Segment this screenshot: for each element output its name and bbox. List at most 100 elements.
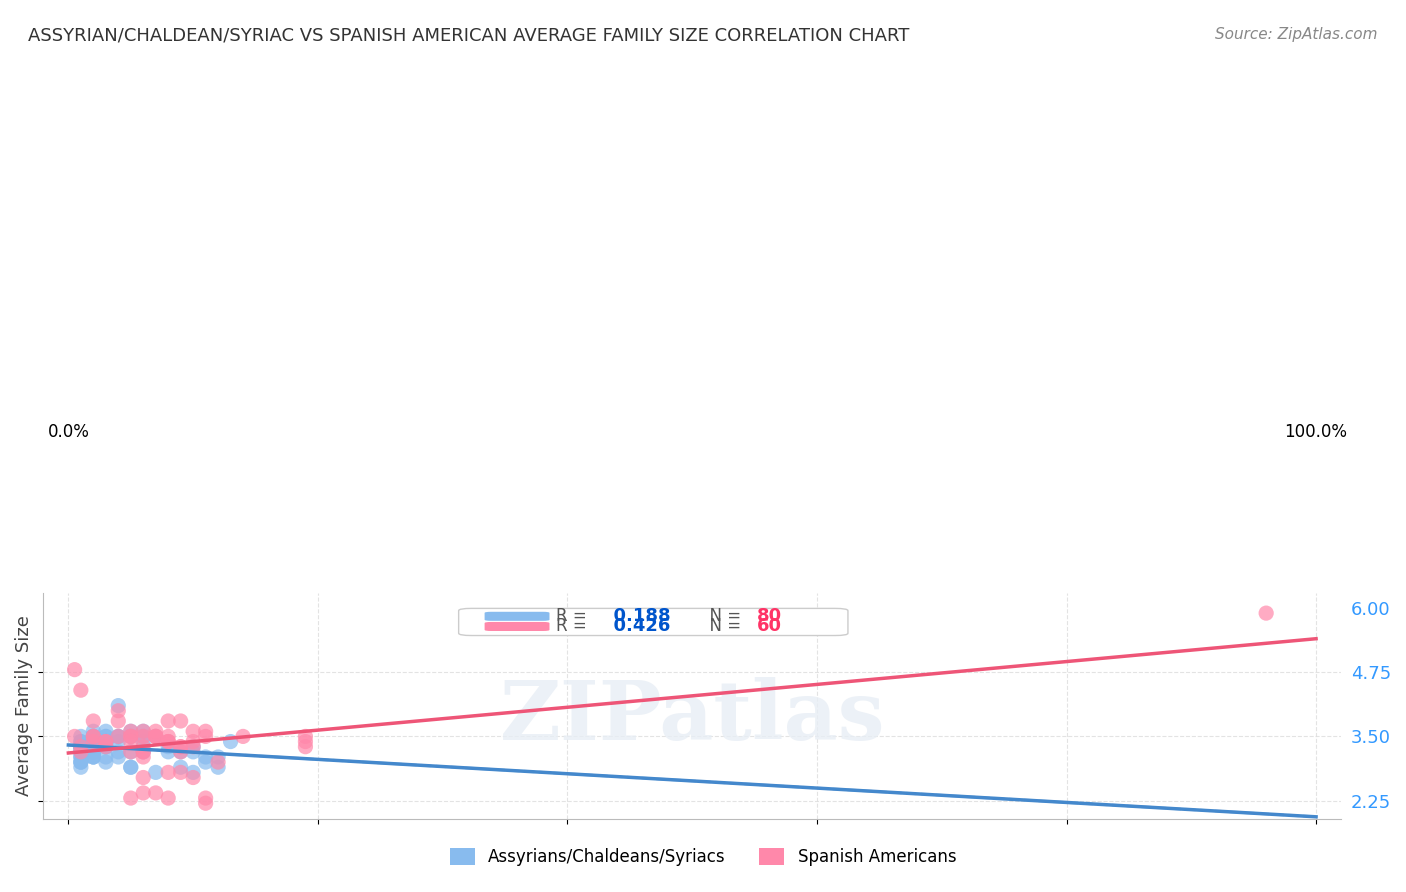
Point xyxy=(181,724,204,739)
Point xyxy=(194,791,217,805)
Point xyxy=(194,755,217,769)
Point xyxy=(157,714,180,728)
Point xyxy=(70,755,93,769)
Point xyxy=(70,750,93,764)
Point xyxy=(94,755,117,769)
Point xyxy=(120,730,142,744)
Point xyxy=(132,771,155,785)
Point xyxy=(181,771,204,785)
Legend: Assyrians/Chaldeans/Syriacs, Spanish Americans: Assyrians/Chaldeans/Syriacs, Spanish Ame… xyxy=(441,840,965,875)
Point xyxy=(70,739,93,754)
Point xyxy=(157,745,180,759)
Point xyxy=(107,730,129,744)
Point xyxy=(232,730,254,744)
Point xyxy=(294,739,316,754)
Point xyxy=(207,750,229,764)
Text: ZIPatlas: ZIPatlas xyxy=(499,677,884,757)
FancyBboxPatch shape xyxy=(485,622,550,631)
Point xyxy=(120,791,142,805)
Point xyxy=(181,745,204,759)
Point xyxy=(145,730,167,744)
Point xyxy=(82,730,104,744)
Point xyxy=(120,724,142,739)
Point xyxy=(157,734,180,748)
Point xyxy=(94,734,117,748)
Point xyxy=(70,739,93,754)
Point xyxy=(120,760,142,774)
Point xyxy=(107,750,129,764)
Point xyxy=(169,739,191,754)
Point xyxy=(294,730,316,744)
Point xyxy=(94,739,117,754)
Point xyxy=(157,734,180,748)
Point xyxy=(157,734,180,748)
Point xyxy=(120,734,142,748)
Text: ASSYRIAN/CHALDEAN/SYRIAC VS SPANISH AMERICAN AVERAGE FAMILY SIZE CORRELATION CHA: ASSYRIAN/CHALDEAN/SYRIAC VS SPANISH AMER… xyxy=(28,27,910,45)
Point xyxy=(82,745,104,759)
Point xyxy=(94,724,117,739)
Point xyxy=(70,750,93,764)
Point xyxy=(120,724,142,739)
Y-axis label: Average Family Size: Average Family Size xyxy=(15,615,32,796)
Point xyxy=(132,730,155,744)
Point xyxy=(132,745,155,759)
Point xyxy=(120,745,142,759)
Point xyxy=(145,730,167,744)
Point xyxy=(70,739,93,754)
Point xyxy=(181,734,204,748)
Point xyxy=(207,760,229,774)
Text: N =: N = xyxy=(699,617,747,635)
Text: 80: 80 xyxy=(756,607,782,625)
Point xyxy=(70,683,93,698)
Point xyxy=(169,714,191,728)
Point xyxy=(107,704,129,718)
Point xyxy=(169,765,191,780)
Point xyxy=(145,730,167,744)
Point xyxy=(132,745,155,759)
Text: 0.188: 0.188 xyxy=(602,607,671,625)
Point xyxy=(107,714,129,728)
Point xyxy=(70,730,93,744)
Point xyxy=(70,760,93,774)
Point xyxy=(82,750,104,764)
Point xyxy=(82,734,104,748)
Point xyxy=(82,730,104,744)
Point xyxy=(70,745,93,759)
Point xyxy=(169,739,191,754)
Point xyxy=(63,730,86,744)
Point xyxy=(120,730,142,744)
Point xyxy=(82,734,104,748)
Point xyxy=(194,796,217,810)
Point xyxy=(82,745,104,759)
Point xyxy=(70,734,93,748)
Point xyxy=(82,739,104,754)
Point xyxy=(107,745,129,759)
Point xyxy=(82,730,104,744)
Point xyxy=(181,765,204,780)
Point xyxy=(145,765,167,780)
Point xyxy=(120,760,142,774)
Point xyxy=(181,739,204,754)
Point xyxy=(82,750,104,764)
Point xyxy=(94,739,117,754)
Point xyxy=(70,745,93,759)
Point xyxy=(82,730,104,744)
Text: 60: 60 xyxy=(756,617,782,635)
Point xyxy=(132,750,155,764)
Point xyxy=(82,734,104,748)
Point xyxy=(82,730,104,744)
Point xyxy=(194,730,217,744)
Point xyxy=(70,739,93,754)
Point xyxy=(82,745,104,759)
FancyBboxPatch shape xyxy=(485,612,550,621)
Point xyxy=(132,786,155,800)
Point xyxy=(94,739,117,754)
Point xyxy=(70,739,93,754)
Point xyxy=(94,734,117,748)
Point xyxy=(132,724,155,739)
Point xyxy=(120,730,142,744)
Point xyxy=(120,730,142,744)
Point xyxy=(107,730,129,744)
Point xyxy=(157,730,180,744)
Point xyxy=(169,745,191,759)
